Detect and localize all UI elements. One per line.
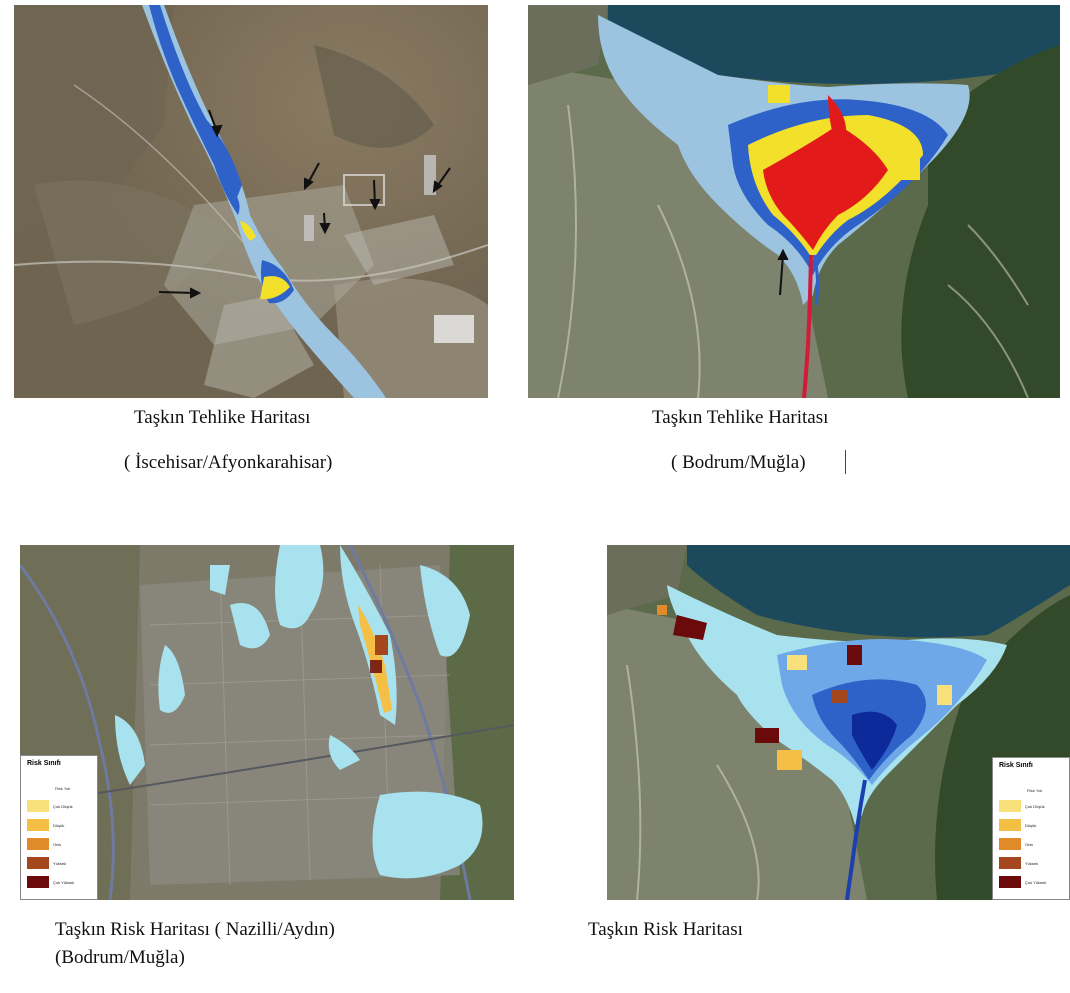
legend-item: Çok Yüksek [27,876,89,888]
risk-legend-bodrum: Risk Sınıfı Risk Yok Çok Düşük Düşük Ort… [992,757,1070,900]
legend-item: Düşük [999,819,1061,831]
legend-swatch [999,838,1021,850]
legend-label: Yüksek [1025,861,1039,866]
legend-label: Çok Yüksek [53,880,75,885]
caption-map3-location: (Bodrum/Muğla) [55,947,185,968]
legend-swatch [27,800,49,812]
legend-label: Çok Düşük [1025,804,1045,809]
legend-item: Çok Düşük [27,800,89,812]
legend-item: Orta [27,838,89,850]
hazard-map-bodrum [528,5,1060,398]
legend-swatch [27,857,49,869]
caption-map1-title: Taşkın Tehlike Haritası [134,407,311,428]
legend-item: Çok Düşük [999,800,1061,812]
risk-map-nazilli [20,545,514,900]
legend-item: Çok Yüksek [999,876,1061,888]
legend-subtitle: Risk Yok [1027,788,1043,793]
caption-map2-location: ( Bodrum/Muğla) [671,452,806,473]
legend-label: Orta [1025,842,1033,847]
legend-swatch [999,800,1021,812]
legend-item: Yüksek [999,857,1061,869]
text-cursor [845,450,846,474]
legend-label: Yüksek [53,861,67,866]
caption-map2-title: Taşkın Tehlike Haritası [652,407,829,428]
legend-swatch [27,838,49,850]
legend-swatch [999,819,1021,831]
caption-map4-title: Taşkın Risk Haritası [588,919,743,940]
legend-swatch [27,819,49,831]
legend-title: Risk Sınıfı [999,762,1033,769]
legend-swatch [27,876,49,888]
legend-subtitle: Risk Yok [55,786,71,791]
legend-swatch [999,876,1021,888]
legend-item: Orta [999,838,1061,850]
legend-label: Düşük [53,823,65,828]
legend-title: Risk Sınıfı [27,760,61,767]
legend-label: Çok Düşük [53,804,73,809]
legend-item: Düşük [27,819,89,831]
hazard-map-iscehisar [14,5,488,398]
legend-label: Çok Yüksek [1025,880,1047,885]
caption-map3-title: Taşkın Risk Haritası ( Nazilli/Aydın) [55,919,335,940]
risk-legend-nazilli: Risk Sınıfı Risk Yok Çok Düşük Düşük Ort… [20,755,98,900]
legend-label: Orta [53,842,61,847]
legend-swatch [999,857,1021,869]
risk-map-bodrum [607,545,1070,900]
legend-item: Yüksek [27,857,89,869]
caption-map1-location: ( İscehisar/Afyonkarahisar) [124,452,333,473]
legend-label: Düşük [1025,823,1037,828]
